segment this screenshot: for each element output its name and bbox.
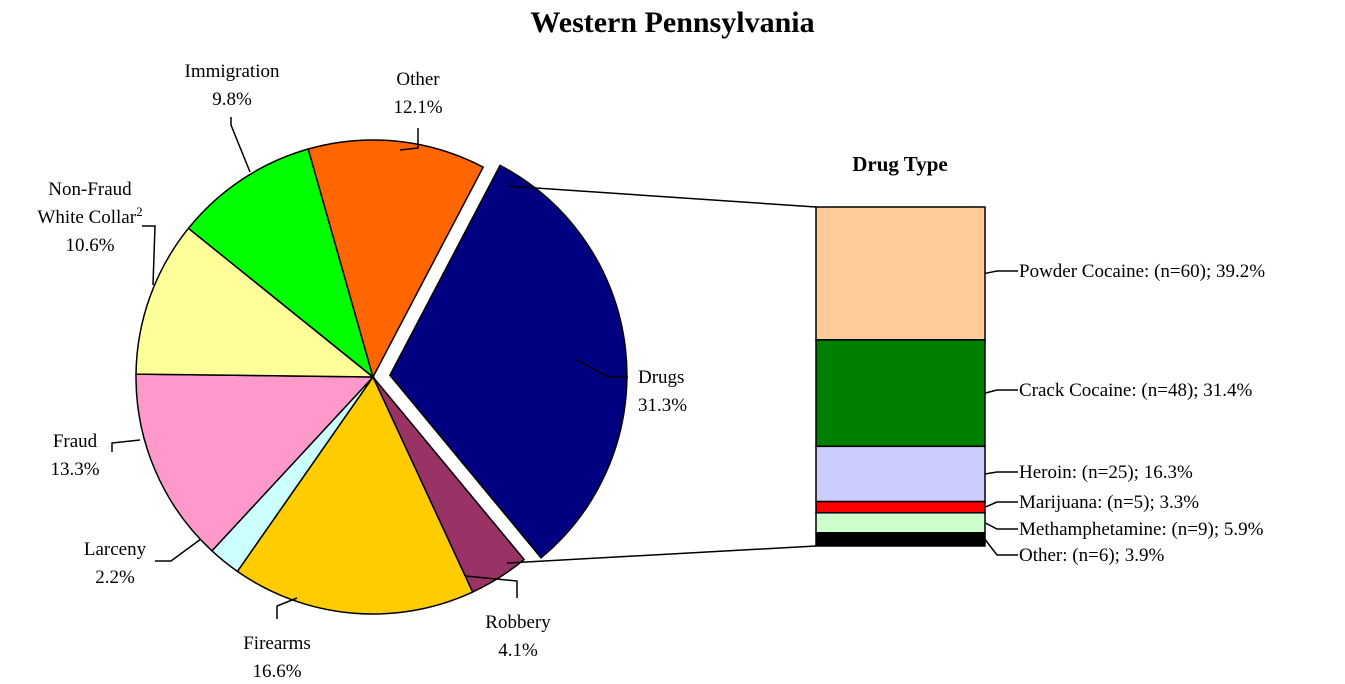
- leader-line-robbery: [454, 574, 518, 598]
- leader-line-non-fraud-white-collar: [142, 225, 156, 286]
- bar-leader-methamphetamine: [984, 522, 1018, 530]
- slice-value-immigration: 9.8%: [212, 89, 252, 110]
- pie-slice-firearms: [236, 375, 474, 615]
- connector-line-bottom: [506, 545, 817, 564]
- bar-leader-other: [984, 538, 1018, 556]
- slice-value-other: 12.1%: [393, 97, 442, 118]
- bar-segment-methamphetamine: [815, 512, 986, 534]
- bar-leader-powder-cocaine: [984, 270, 1018, 275]
- pie-slice-immigration: [187, 148, 375, 380]
- slice-label-other: Other: [396, 69, 440, 90]
- bar-segment-powder-cocaine: [815, 206, 986, 341]
- pie-chart: Drugs 31.3% Robbery 4.1% Firearms 16.6% Larcen…: [37, 61, 687, 682]
- bar-leader-heroin: [984, 471, 1018, 475]
- slice-value-robbery: 4.1%: [498, 640, 538, 661]
- pie-slice-other: [307, 139, 485, 380]
- slice-label-fraud: Fraud: [53, 431, 98, 452]
- leader-line-fraud: [111, 439, 141, 452]
- slice-value-fraud: 13.3%: [50, 459, 99, 480]
- leader-line-larceny: [155, 535, 206, 562]
- pie-slice-fraud: [135, 373, 375, 552]
- drug-type-title: Drug Type: [852, 152, 948, 176]
- leader-line-drugs: [574, 358, 628, 378]
- slice-label-drugs: Drugs: [638, 367, 684, 388]
- slice-label-larceny: Larceny: [84, 539, 147, 560]
- bar-leader-crack-cocaine: [984, 389, 1018, 394]
- pie-slice-drugs: [389, 164, 628, 559]
- bar-segment-other: [815, 532, 986, 547]
- slice-value-drugs: 31.3%: [638, 395, 687, 416]
- bar-label-crack-cocaine: Crack Cocaine: (n=48); 31.4%: [1019, 380, 1253, 401]
- bar-label-heroin: Heroin: (n=25); 16.3%: [1019, 462, 1193, 483]
- slice-value-firearms: 16.6%: [252, 661, 301, 682]
- leader-line-immigration: [230, 117, 251, 173]
- leader-line-other: [399, 128, 419, 151]
- slice-label-non-fraud-white-collar: White Collar2: [37, 204, 142, 228]
- bar-segment-heroin: [815, 445, 986, 503]
- connector-line-top: [506, 185, 817, 208]
- pie-slice-non-fraud-white-collar: [135, 227, 376, 378]
- leader-line-firearms: [276, 597, 298, 619]
- bar-label-other: Other: (n=6); 3.9%: [1019, 545, 1164, 566]
- chart-title: Western Pennsylvania: [530, 6, 815, 39]
- bar-label-marijuana: Marijuana: (n=5); 3.3%: [1019, 492, 1199, 513]
- bar-leader-marijuana: [984, 501, 1018, 508]
- drug-type-bar: Powder Cocaine: (n=60); 39.2% Crack Cocai…: [815, 206, 1265, 566]
- slice-value-non-fraud-white-collar: 10.6%: [65, 235, 114, 256]
- bar-label-methamphetamine: Methamphetamine: (n=9); 5.9%: [1019, 519, 1264, 540]
- slice-label-firearms: Firearms: [243, 633, 311, 654]
- bar-segment-marijuana: [815, 500, 986, 514]
- slice-value-larceny: 2.2%: [95, 567, 135, 588]
- slice-label-non-fraud-white-collar: Non-Fraud: [48, 179, 132, 200]
- slice-label-robbery: Robbery: [485, 612, 551, 633]
- bar-segment-crack-cocaine: [815, 339, 986, 448]
- bar-label-powder-cocaine: Powder Cocaine: (n=60); 39.2%: [1019, 261, 1265, 282]
- slice-label-immigration: Immigration: [185, 61, 280, 82]
